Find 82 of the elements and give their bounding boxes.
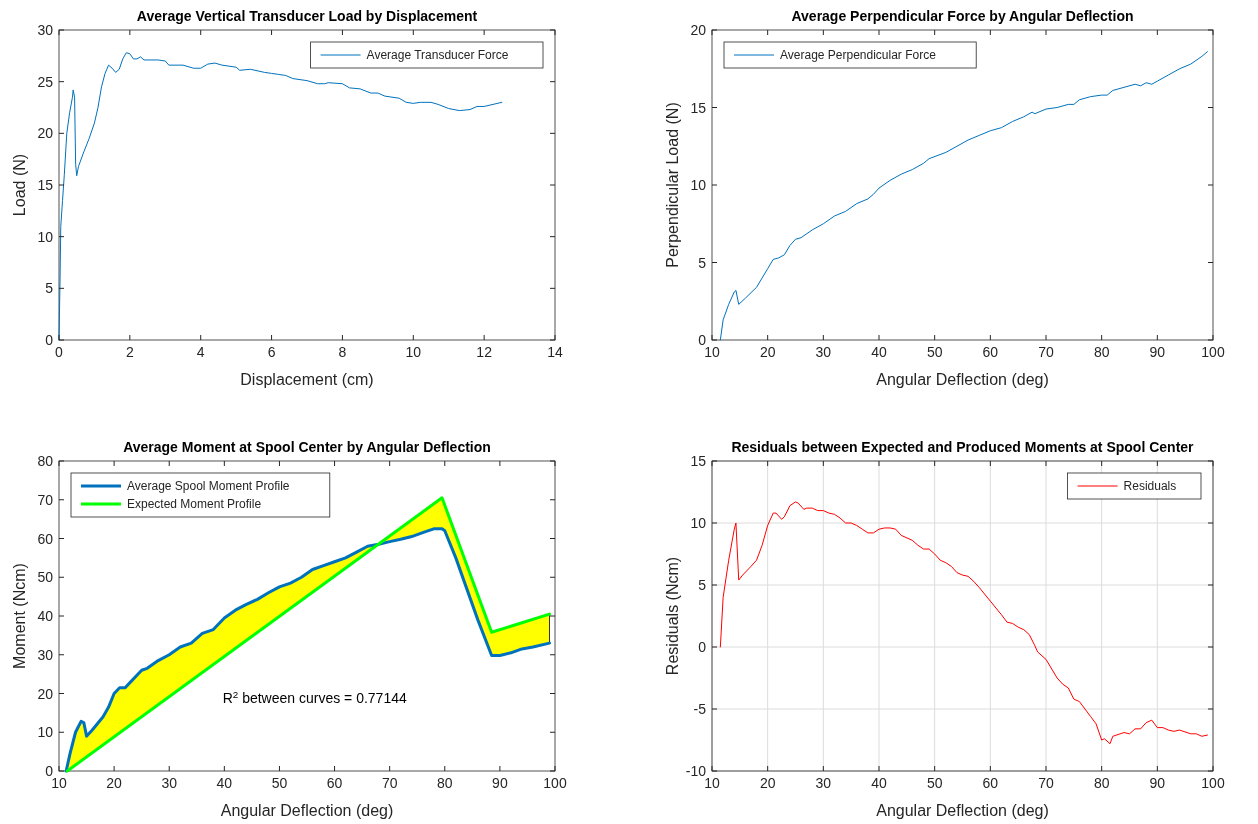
x-tick-label: 10 xyxy=(405,344,422,360)
x-tick-label: 70 xyxy=(1038,344,1054,360)
y-tick-label: 10 xyxy=(690,515,707,531)
x-tick-label: 8 xyxy=(338,344,347,360)
x-tick-label: 100 xyxy=(1201,344,1225,360)
x-tick-label: 80 xyxy=(436,775,453,791)
x-tick-label: 80 xyxy=(1093,344,1110,360)
chart-title: Average Moment at Spool Center by Angular Deflection xyxy=(123,439,491,455)
y-axis-title: Load (N) xyxy=(11,153,28,217)
x-tick-label: 30 xyxy=(815,344,832,360)
y-tick-label: 80 xyxy=(37,453,54,469)
x-tick-label: 60 xyxy=(326,775,343,791)
x-tick-label: 50 xyxy=(271,775,288,791)
y-tick-label: 5 xyxy=(698,254,707,271)
legend-label: Average Spool Moment Profile xyxy=(127,479,290,493)
legend-label: Average Transducer Force xyxy=(366,48,509,62)
y-tick-label: 20 xyxy=(37,685,54,702)
chart-title: Average Perpendicular Force by Angular Deflection xyxy=(791,8,1134,24)
y-tick-label: 5 xyxy=(45,280,54,297)
x-tick-label: 4 xyxy=(196,344,205,360)
x-tick-label: 70 xyxy=(381,775,398,791)
x-axis-title: Angular Deflection (deg) xyxy=(876,802,1049,819)
x-tick-label: 20 xyxy=(759,775,776,791)
y-tick-label: 25 xyxy=(37,73,54,90)
y-tick-label: -10 xyxy=(685,763,707,779)
chart-title: Average Vertical Transducer Load by Displacement xyxy=(136,8,478,24)
y-tick-label: 30 xyxy=(37,646,54,663)
y-tick-label: 0 xyxy=(698,332,707,348)
y-tick-label: 0 xyxy=(698,639,707,655)
x-tick-label: 50 xyxy=(926,344,943,360)
legend-label: Expected Moment Profile xyxy=(127,497,262,511)
x-tick-label: 100 xyxy=(543,775,567,791)
y-tick-label: 5 xyxy=(698,577,707,593)
y-tick-label: 0 xyxy=(45,332,54,348)
x-tick-label: 40 xyxy=(216,775,233,791)
y-tick-label: 10 xyxy=(690,177,707,193)
x-tick-label: 60 xyxy=(982,344,999,360)
y-tick-label: 15 xyxy=(690,453,707,469)
x-tick-label: 90 xyxy=(1149,344,1166,360)
x-tick-label: 2 xyxy=(125,344,134,360)
line-series xyxy=(719,51,1208,341)
x-tick-label: 50 xyxy=(926,775,943,791)
x-tick-label: 40 xyxy=(871,775,887,791)
x-tick-label: 0 xyxy=(55,344,64,360)
x-axis-title: Displacement (cm) xyxy=(240,371,374,388)
x-tick-label: 40 xyxy=(871,344,887,360)
y-tick-label: 30 xyxy=(37,22,54,38)
y-tick-label: -5 xyxy=(693,701,707,717)
legend-label: Average Perpendicular Force xyxy=(780,48,937,62)
legend-label: Residuals xyxy=(1123,479,1177,493)
y-tick-label: 15 xyxy=(37,177,54,193)
annotation: R$^{2}$ between curves = 0.77144 xyxy=(222,688,407,706)
x-tick-label: 70 xyxy=(1038,775,1054,791)
y-tick-label: 60 xyxy=(37,530,54,547)
x-axis-title: Angular Deflection (deg) xyxy=(220,802,394,819)
x-tick-label: 80 xyxy=(1093,775,1110,791)
y-tick-label: 0 xyxy=(45,763,54,779)
x-tick-label: 30 xyxy=(815,775,832,791)
x-tick-label: 6 xyxy=(267,344,276,360)
x-tick-label: 90 xyxy=(1149,775,1166,791)
x-tick-label: 60 xyxy=(982,775,999,791)
y-axis-title: Perpendicular Load (N) xyxy=(664,102,681,268)
y-tick-label: 40 xyxy=(37,608,54,624)
y-axis-title: Moment (Ncm) xyxy=(11,563,28,669)
x-tick-label: 30 xyxy=(161,775,178,791)
x-tick-label: 14 xyxy=(547,344,563,360)
y-axis-title: Residuals (Ncm) xyxy=(664,556,681,676)
y-tick-label: 50 xyxy=(37,569,54,586)
y-tick-label: 10 xyxy=(37,724,54,741)
y-tick-label: 20 xyxy=(37,125,54,142)
y-tick-label: 70 xyxy=(37,491,54,508)
x-tick-label: 90 xyxy=(492,775,508,791)
chart-title: Residuals between Expected and Produced Moments at Spool Center xyxy=(731,439,1195,455)
y-tick-label: 20 xyxy=(690,22,707,38)
y-tick-label: 10 xyxy=(37,228,54,245)
x-axis-title: Angular Deflection (deg) xyxy=(876,371,1049,388)
x-tick-label: 12 xyxy=(476,344,493,360)
y-tick-label: 15 xyxy=(690,99,707,116)
line-series xyxy=(719,501,1208,745)
x-tick-label: 20 xyxy=(106,775,123,791)
x-tick-label: 20 xyxy=(759,344,776,360)
x-tick-label: 100 xyxy=(1201,775,1225,791)
